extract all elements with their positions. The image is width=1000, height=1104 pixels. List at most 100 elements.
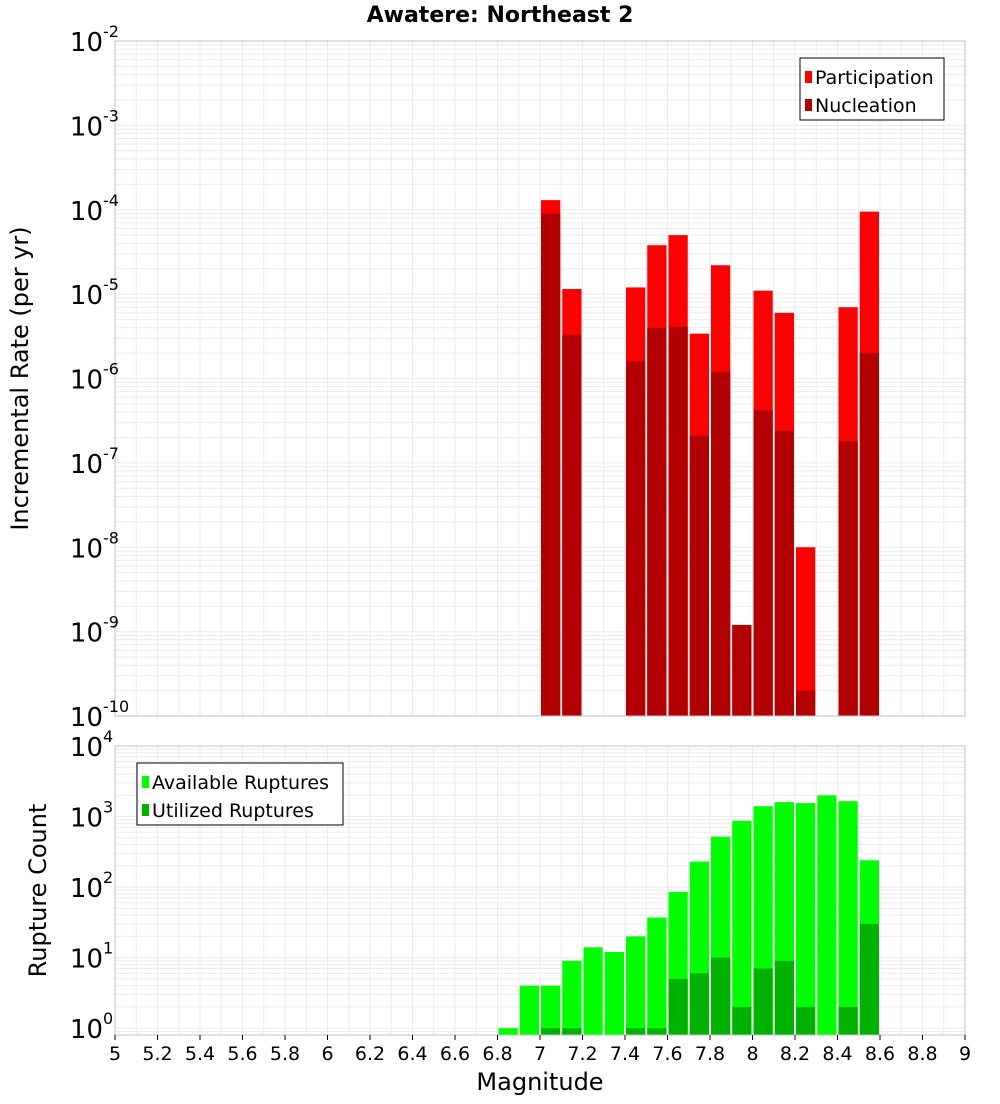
y-tick-exponent: -3 — [103, 106, 119, 125]
y-tick-base: 10 — [70, 874, 103, 904]
x-tick-label: 5 — [109, 1043, 121, 1065]
y-tick-label: 10 4 — [70, 727, 113, 763]
y-tick-base: 10 — [70, 197, 103, 227]
legend-label: Participation — [815, 67, 934, 89]
plot-frame — [114, 40, 966, 717]
y-tick-exponent: -8 — [103, 528, 119, 547]
y-tick-exponent: -10 — [103, 697, 129, 716]
bar-overlay-nucleation — [859, 353, 879, 716]
y-tick-exponent: 3 — [103, 798, 113, 817]
bar-overlay-utilized-ruptures — [711, 957, 731, 1035]
y-tick-label: 10 -3 — [70, 106, 119, 142]
bar-available-ruptures — [583, 947, 603, 1035]
y-tick-label: 10 2 — [70, 868, 113, 904]
y-tick-base: 10 — [70, 804, 103, 834]
legend: Participation Nucleation — [799, 57, 945, 121]
x-tick-label: 6 — [321, 1043, 333, 1065]
y-tick-labels: 10-210-310-410-510-610-710-810-910-10 — [70, 22, 129, 733]
legend-swatch — [142, 776, 149, 788]
legend-box — [799, 57, 945, 121]
y-tick-label: 10 -2 — [70, 22, 119, 58]
y-tick-base: 10 — [70, 1015, 103, 1045]
bar-overlay-utilized-ruptures — [668, 978, 688, 1035]
y-tick-base: 10 — [70, 534, 103, 564]
bar-overlay-utilized-ruptures — [647, 1028, 667, 1035]
y-tick-base: 10 — [70, 945, 103, 975]
bar-overlay-utilized-ruptures — [753, 968, 773, 1035]
bar-overlay-utilized-ruptures — [796, 1006, 816, 1035]
bars — [498, 795, 879, 1035]
y-tick-label: 10 1 — [70, 939, 113, 975]
x-tick-labels: 5 5.2 5.4 5.6 5.8 6 6.2 6.4 6.6 6.8 7 7.2 7.4 7.6 7.8 8… — [109, 1035, 971, 1065]
grid-lines — [114, 41, 966, 717]
x-tick-label: 5.2 — [142, 1043, 172, 1065]
y-tick-label: 10 3 — [70, 798, 113, 834]
y-tick-exponent: 2 — [103, 868, 113, 887]
legend-box — [136, 762, 344, 826]
bar-available-ruptures — [604, 952, 624, 1035]
series-nucleation — [541, 213, 879, 717]
y-tick-exponent: -5 — [103, 275, 119, 294]
bar-available-ruptures — [519, 985, 539, 1035]
bar-participation — [796, 547, 816, 716]
bar-available-ruptures — [838, 801, 858, 1035]
legend-swatch — [805, 99, 812, 111]
bar-available-ruptures — [541, 985, 561, 1035]
bars — [541, 200, 879, 717]
bar-overlay-nucleation — [668, 326, 688, 716]
bar-overlay-nucleation — [711, 371, 731, 716]
bar-overlay-nucleation — [796, 690, 816, 716]
legend-swatch — [805, 71, 812, 83]
y-tick-label: 10 0 — [70, 1009, 113, 1045]
y-tick-label: 10 -10 — [70, 697, 129, 733]
y-tick-exponent: -4 — [103, 191, 119, 210]
y-tick-label: 10 -4 — [70, 191, 119, 227]
y-tick-base: 10 — [70, 28, 103, 58]
x-tick-label: 9 — [959, 1043, 971, 1065]
y-tick-base: 10 — [70, 366, 103, 396]
x-tick-label: 5.8 — [270, 1043, 300, 1065]
y-tick-label: 10 -6 — [70, 360, 119, 396]
x-tick-label: 8 — [746, 1043, 758, 1065]
bar-available-ruptures — [732, 820, 752, 1035]
bottom-y-axis-label: Rupture Count — [24, 804, 52, 978]
x-tick-label: 8.4 — [822, 1043, 852, 1065]
y-tick-base: 10 — [70, 733, 103, 763]
y-tick-base: 10 — [70, 619, 103, 649]
bar-overlay-utilized-ruptures — [859, 923, 879, 1035]
x-tick-label: 6.6 — [440, 1043, 470, 1065]
bar-overlay-nucleation — [753, 410, 773, 716]
y-tick-exponent: -7 — [103, 444, 119, 463]
y-tick-exponent: -6 — [103, 360, 119, 379]
x-tick-label: 7.4 — [610, 1043, 640, 1065]
x-tick-label: 5.4 — [185, 1043, 215, 1065]
bar-overlay-nucleation — [541, 213, 561, 717]
y-tick-label: 10 -7 — [70, 444, 119, 480]
y-tick-label: 10 -8 — [70, 528, 119, 564]
y-tick-exponent: 4 — [103, 727, 113, 746]
bar-overlay-utilized-ruptures — [838, 1006, 858, 1035]
chart-title: Awatere: Northeast 2 — [367, 3, 634, 28]
legend-label: Utilized Ruptures — [152, 800, 314, 822]
bar-available-ruptures — [562, 960, 582, 1035]
x-axis-label: Magnitude — [476, 1068, 603, 1096]
x-tick-label: 7.6 — [652, 1043, 682, 1065]
top-panel-rates: 10-210-310-410-510-610-710-810-910 -10Par… — [70, 22, 966, 733]
x-tick-label: 6.2 — [355, 1043, 385, 1065]
bar-overlay-nucleation — [689, 435, 709, 716]
y-tick-exponent: 1 — [103, 939, 113, 958]
x-tick-label: 8.6 — [865, 1043, 895, 1065]
top-y-axis-label: Incremental Rate (per yr) — [6, 226, 34, 530]
bar-available-ruptures — [817, 795, 837, 1035]
y-tick-label: 10 -9 — [70, 613, 119, 649]
y-tick-label: 10 -5 — [70, 275, 119, 311]
legend: Available Ruptures Utilized Ruptures — [136, 762, 344, 826]
y-tick-exponent: -9 — [103, 613, 119, 632]
bar-overlay-utilized-ruptures — [541, 1028, 561, 1035]
bar-overlay-utilized-ruptures — [626, 1028, 646, 1035]
x-tick-label: 6.4 — [397, 1043, 427, 1065]
y-tick-base: 10 — [70, 112, 103, 142]
series-utilized-ruptures — [541, 923, 879, 1035]
